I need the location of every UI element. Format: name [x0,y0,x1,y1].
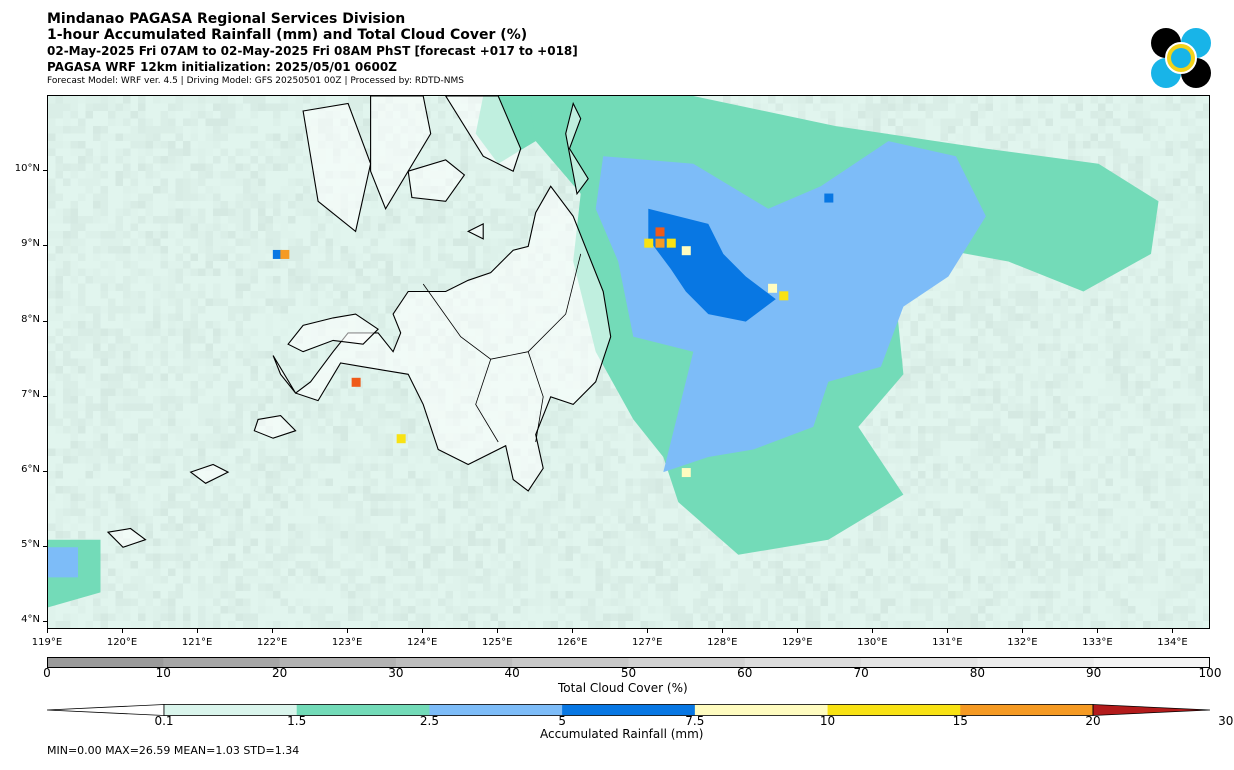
rainfall-cloud-map [48,96,1209,628]
forecast-period: 02-May-2025 Fri 07AM to 02-May-2025 Fri … [47,44,578,58]
logo-seal-center [1171,48,1191,68]
map-title: Mindanao PAGASA Regional Services Divisi… [47,11,406,27]
model-info: Forecast Model: WRF ver. 4.5 | Driving M… [47,76,464,86]
model-initialization: PAGASA WRF 12km initialization: 2025/05/… [47,60,397,74]
pagasa-logo-icon [1151,28,1211,88]
map-panel [47,95,1210,629]
map-subtitle: 1-hour Accumulated Rainfall (mm) and Tot… [47,27,528,43]
